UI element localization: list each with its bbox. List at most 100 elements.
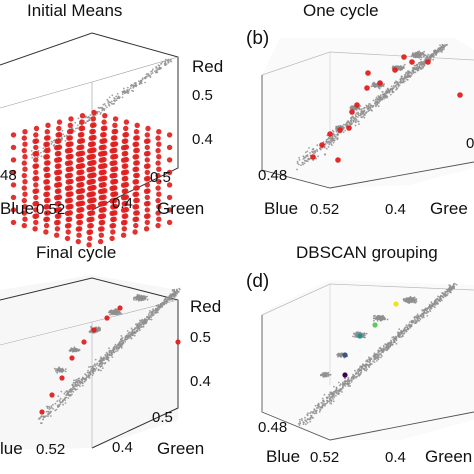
panel-d-cluster-series bbox=[342, 301, 399, 378]
mean-point bbox=[79, 113, 86, 119]
mean-point bbox=[97, 213, 104, 220]
pixel-point bbox=[353, 118, 356, 121]
mean-point bbox=[21, 197, 27, 204]
mean-point bbox=[78, 125, 84, 132]
pixel-point bbox=[116, 92, 119, 95]
pixel-point bbox=[59, 400, 62, 403]
pixel-point bbox=[455, 283, 458, 286]
mean-point bbox=[76, 157, 82, 163]
mean-point bbox=[156, 204, 162, 210]
pixel-point bbox=[400, 330, 403, 333]
pixel-point bbox=[370, 109, 372, 111]
pixel-point bbox=[444, 45, 446, 48]
mean-point bbox=[155, 197, 161, 204]
pixel-point bbox=[354, 373, 357, 375]
pixel-point bbox=[118, 347, 120, 349]
pixel-point bbox=[355, 109, 358, 111]
mean-point bbox=[143, 163, 150, 169]
pixel-point bbox=[136, 323, 139, 326]
pixel-point bbox=[428, 308, 431, 311]
pixel-point bbox=[48, 405, 51, 408]
pixel-point bbox=[107, 359, 110, 362]
pixel-point bbox=[423, 64, 425, 67]
mean-point bbox=[54, 226, 61, 232]
pixel-point bbox=[321, 372, 324, 375]
pixel-point bbox=[379, 350, 381, 352]
pixel-point bbox=[107, 100, 110, 103]
pixel-point bbox=[407, 327, 409, 330]
mean-point bbox=[166, 157, 173, 163]
pixel-point bbox=[406, 79, 409, 81]
pixel-point bbox=[378, 347, 381, 350]
mean-point bbox=[54, 138, 61, 144]
mean-point bbox=[10, 207, 17, 213]
pixel-point bbox=[386, 342, 389, 345]
pixel-point bbox=[329, 402, 331, 404]
pixel-point bbox=[446, 294, 449, 297]
pixel-point bbox=[372, 315, 375, 317]
mean-point bbox=[76, 232, 82, 238]
pixel-point bbox=[395, 88, 397, 91]
pixel-point bbox=[107, 102, 110, 104]
pixel-point bbox=[350, 119, 353, 121]
pixel-point bbox=[115, 345, 118, 348]
pixel-point bbox=[422, 55, 425, 58]
pixel-point bbox=[117, 97, 119, 100]
pixel-point bbox=[359, 105, 362, 107]
mean-point bbox=[86, 167, 92, 173]
pixel-point bbox=[343, 123, 345, 126]
pixel-point bbox=[64, 368, 67, 370]
pixel-point bbox=[78, 380, 81, 383]
pixel-point bbox=[113, 99, 115, 102]
mean-point bbox=[133, 197, 139, 204]
mean-point bbox=[156, 141, 162, 147]
pixel-point bbox=[410, 55, 413, 58]
mean-point bbox=[43, 179, 49, 185]
mean-point bbox=[64, 210, 71, 217]
pixel-point bbox=[297, 163, 300, 166]
pixel-point bbox=[165, 63, 168, 66]
pixel-point bbox=[99, 360, 101, 362]
mean-point bbox=[32, 213, 38, 219]
mean-point bbox=[98, 182, 105, 188]
pixel-point bbox=[391, 91, 394, 94]
pixel-point bbox=[407, 299, 409, 301]
pixel-point bbox=[370, 357, 372, 360]
pixel-point bbox=[354, 113, 357, 116]
pixel-point bbox=[383, 98, 385, 100]
pixel-point bbox=[100, 356, 102, 358]
pixel-point bbox=[49, 411, 52, 414]
pixel-point bbox=[326, 401, 329, 403]
pixel-point bbox=[427, 53, 430, 56]
pixel-point bbox=[378, 87, 381, 90]
pixel-point bbox=[414, 322, 417, 324]
pixel-point bbox=[98, 328, 101, 330]
pixel-point bbox=[418, 62, 420, 64]
pixel-point bbox=[110, 351, 112, 353]
pixel-point bbox=[374, 98, 377, 101]
pixel-point bbox=[64, 370, 67, 373]
pixel-point bbox=[332, 131, 335, 133]
pixel-point bbox=[166, 300, 169, 303]
pixel-point bbox=[88, 119, 91, 122]
pixel-point bbox=[315, 148, 318, 151]
pixel-point bbox=[110, 354, 113, 357]
pixel-point bbox=[344, 377, 347, 380]
pixel-point bbox=[124, 341, 127, 343]
pixel-point bbox=[122, 87, 125, 90]
mean-point bbox=[143, 138, 150, 144]
pixel-point bbox=[421, 62, 424, 64]
pixel-point bbox=[126, 337, 129, 339]
mean-point bbox=[86, 204, 92, 210]
pixel-point bbox=[412, 53, 415, 56]
pixel-point bbox=[30, 153, 33, 156]
pixel-point bbox=[108, 354, 111, 357]
mean-point bbox=[120, 207, 127, 213]
pixel-point bbox=[51, 141, 54, 144]
pixel-point bbox=[97, 364, 100, 367]
pixel-point bbox=[81, 384, 84, 387]
pixel-point bbox=[365, 111, 368, 113]
mean-point bbox=[10, 144, 17, 151]
mean-point bbox=[98, 157, 105, 163]
pixel-point bbox=[147, 313, 150, 315]
